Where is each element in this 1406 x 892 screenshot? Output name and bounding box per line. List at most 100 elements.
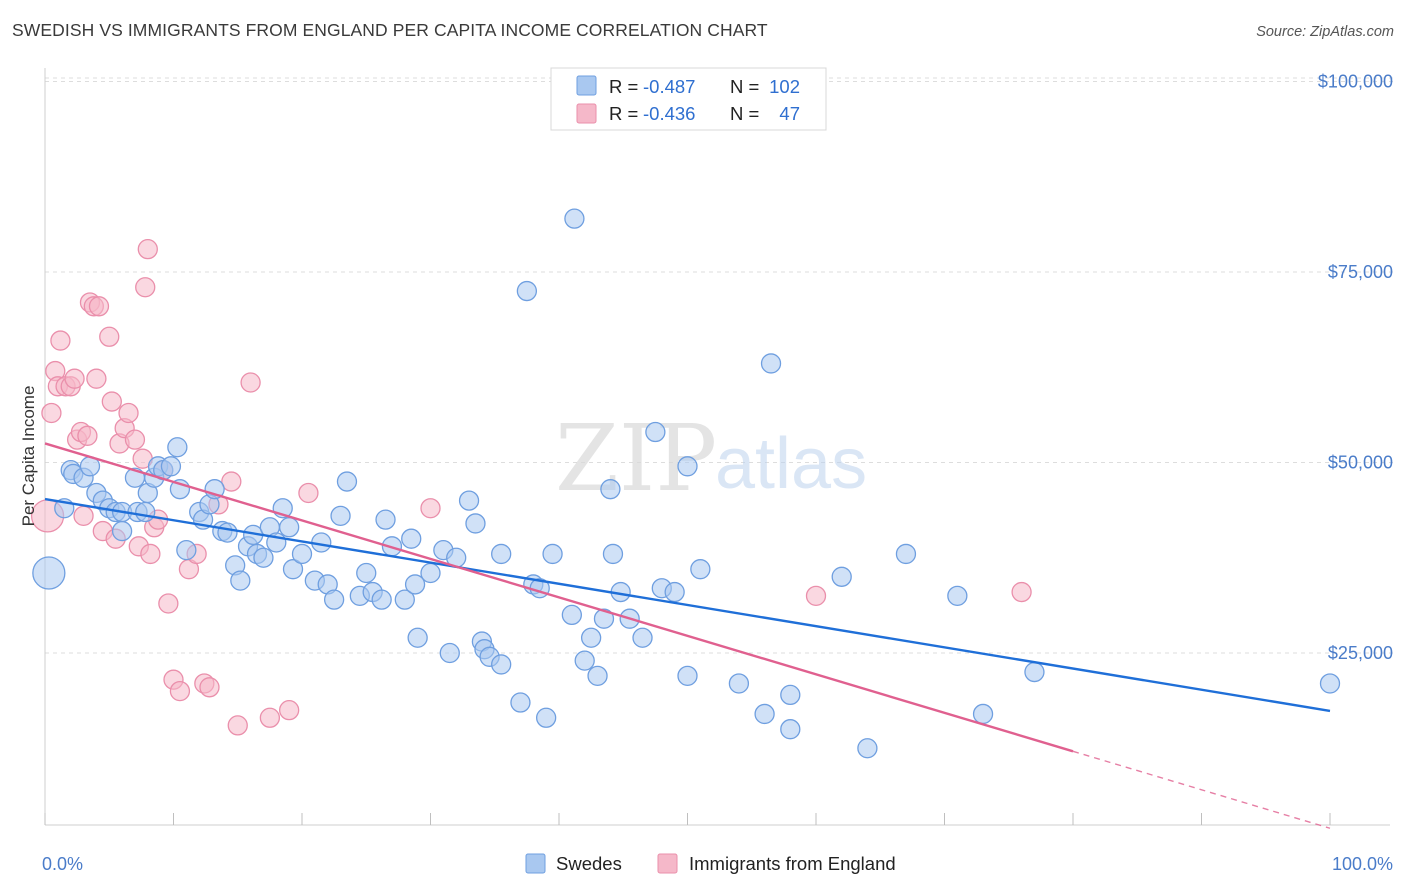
swedes-point-93	[760, 353, 782, 374]
legend-n-value-england: 47	[779, 103, 800, 124]
swedes-point-68	[510, 692, 531, 713]
swedes-point-57	[420, 562, 441, 584]
watermark-atlas: atlas	[715, 424, 867, 504]
swedes-point-96	[831, 566, 852, 587]
swedes-point-73	[542, 543, 563, 565]
swedes-point-48	[356, 562, 377, 584]
swedes-point-102	[1319, 673, 1341, 694]
england-trendline-extension	[1072, 750, 1331, 829]
bottom-legend-label-england: Immigrants from England	[689, 853, 896, 874]
swedes-point-72	[536, 707, 557, 728]
swedes-point-20	[167, 437, 188, 458]
england-point-14	[86, 368, 107, 389]
swedes-point-86	[645, 421, 666, 443]
legend-swatch-england	[576, 103, 597, 124]
england-point-27	[137, 238, 158, 260]
england-point-34	[169, 680, 191, 702]
stats-legend: R = -0.487 N = 102 R = -0.436 N = 47	[550, 67, 827, 131]
england-point-32	[158, 593, 179, 614]
swedes-point-84	[632, 627, 653, 648]
swedes-point-78	[564, 208, 585, 229]
swedes-point-62	[465, 513, 486, 534]
england-point-4	[50, 330, 71, 351]
england-point-41	[227, 715, 248, 736]
swedes-point-30	[230, 570, 251, 591]
swedes-point-0	[32, 556, 66, 590]
legend-n-label-swedes: N =	[730, 76, 759, 97]
swedes-point-50	[371, 589, 392, 610]
swedes-point-91	[728, 673, 750, 694]
swedes-point-22	[176, 539, 197, 561]
y-tick-labels: $25,000 $50,000 $75,000 $100,000	[1318, 72, 1393, 664]
england-point-47	[1011, 581, 1032, 603]
x-tick-label-1: 100.0%	[1332, 854, 1393, 874]
swedes-point-69	[516, 280, 538, 302]
england-trendline	[44, 442, 1074, 753]
england-point-10	[73, 505, 94, 526]
england-point-43	[259, 707, 281, 728]
y-tick-label-2: $75,000	[1328, 262, 1393, 282]
swedes-point-11	[111, 520, 133, 542]
swedes-point-100	[972, 703, 994, 725]
legend-r-label-england: R =	[609, 103, 638, 124]
england-point-45	[298, 482, 319, 504]
swedes-point-51	[375, 509, 396, 530]
y-tick-label-3: $100,000	[1318, 72, 1393, 92]
swedes-point-74	[561, 604, 582, 626]
swedes-point-59	[439, 642, 460, 664]
swedes-point-97	[857, 738, 878, 759]
swedes-point-55	[404, 574, 426, 595]
swedes-point-61	[458, 490, 480, 511]
swedes-point-28	[217, 522, 238, 543]
swedes-point-45	[330, 505, 351, 526]
england-point-23	[124, 429, 146, 450]
stats-legend-box	[550, 67, 827, 131]
source-credit: Source: ZipAtlas.com	[1256, 24, 1394, 40]
england-point-1	[41, 402, 62, 424]
swedes-point-76	[580, 627, 602, 648]
england-point-38	[199, 677, 220, 698]
swedes-point-39	[282, 559, 304, 580]
swedes-point-67	[491, 543, 512, 565]
x-tick-label-0: 0.0%	[42, 854, 83, 874]
swedes-point-44	[323, 589, 345, 610]
swedes-point-79	[600, 479, 621, 500]
bottom-legend-swatch-swedes	[525, 853, 546, 874]
england-point-22	[118, 402, 139, 424]
england-point-42	[240, 372, 261, 393]
swedes-point-56	[407, 627, 428, 648]
bottom-legend-swatch-england	[657, 853, 678, 874]
swedes-point-40	[291, 543, 313, 565]
swedes-point-101	[1024, 661, 1045, 683]
swedes-point-66	[491, 654, 512, 675]
legend-r-value-england: -0.436	[643, 103, 695, 124]
england-point-26	[135, 277, 156, 298]
swedes-point-19	[160, 456, 182, 477]
england-point-7	[64, 368, 85, 389]
swedes-point-92	[754, 703, 775, 725]
y-tick-label-0: $25,000	[1328, 643, 1393, 663]
swedes-point-46	[336, 471, 358, 492]
swedes-point-98	[895, 543, 917, 565]
swedes-point-38	[278, 517, 300, 538]
swedes-point-90	[690, 559, 711, 580]
england-point-28	[140, 543, 161, 565]
swedes-point-80	[602, 543, 624, 565]
legend-r-label-swedes: R =	[609, 76, 638, 97]
trendlines	[44, 442, 1331, 829]
swedes-point-87	[664, 581, 685, 603]
england-point-18	[101, 391, 122, 412]
swedes-points	[32, 208, 1341, 759]
legend-n-value-swedes: 102	[769, 76, 800, 97]
swedes-point-88	[677, 665, 698, 687]
swedes-point-77	[587, 665, 608, 687]
swedes-point-94	[780, 684, 801, 706]
bottom-legend-label-swedes: Swedes	[556, 853, 622, 874]
england-point-48	[420, 498, 441, 519]
swedes-point-34	[253, 547, 274, 568]
england-point-17	[99, 326, 120, 347]
swedes-point-75	[574, 650, 595, 671]
england-point-40	[221, 471, 242, 492]
england-point-44	[278, 700, 300, 721]
